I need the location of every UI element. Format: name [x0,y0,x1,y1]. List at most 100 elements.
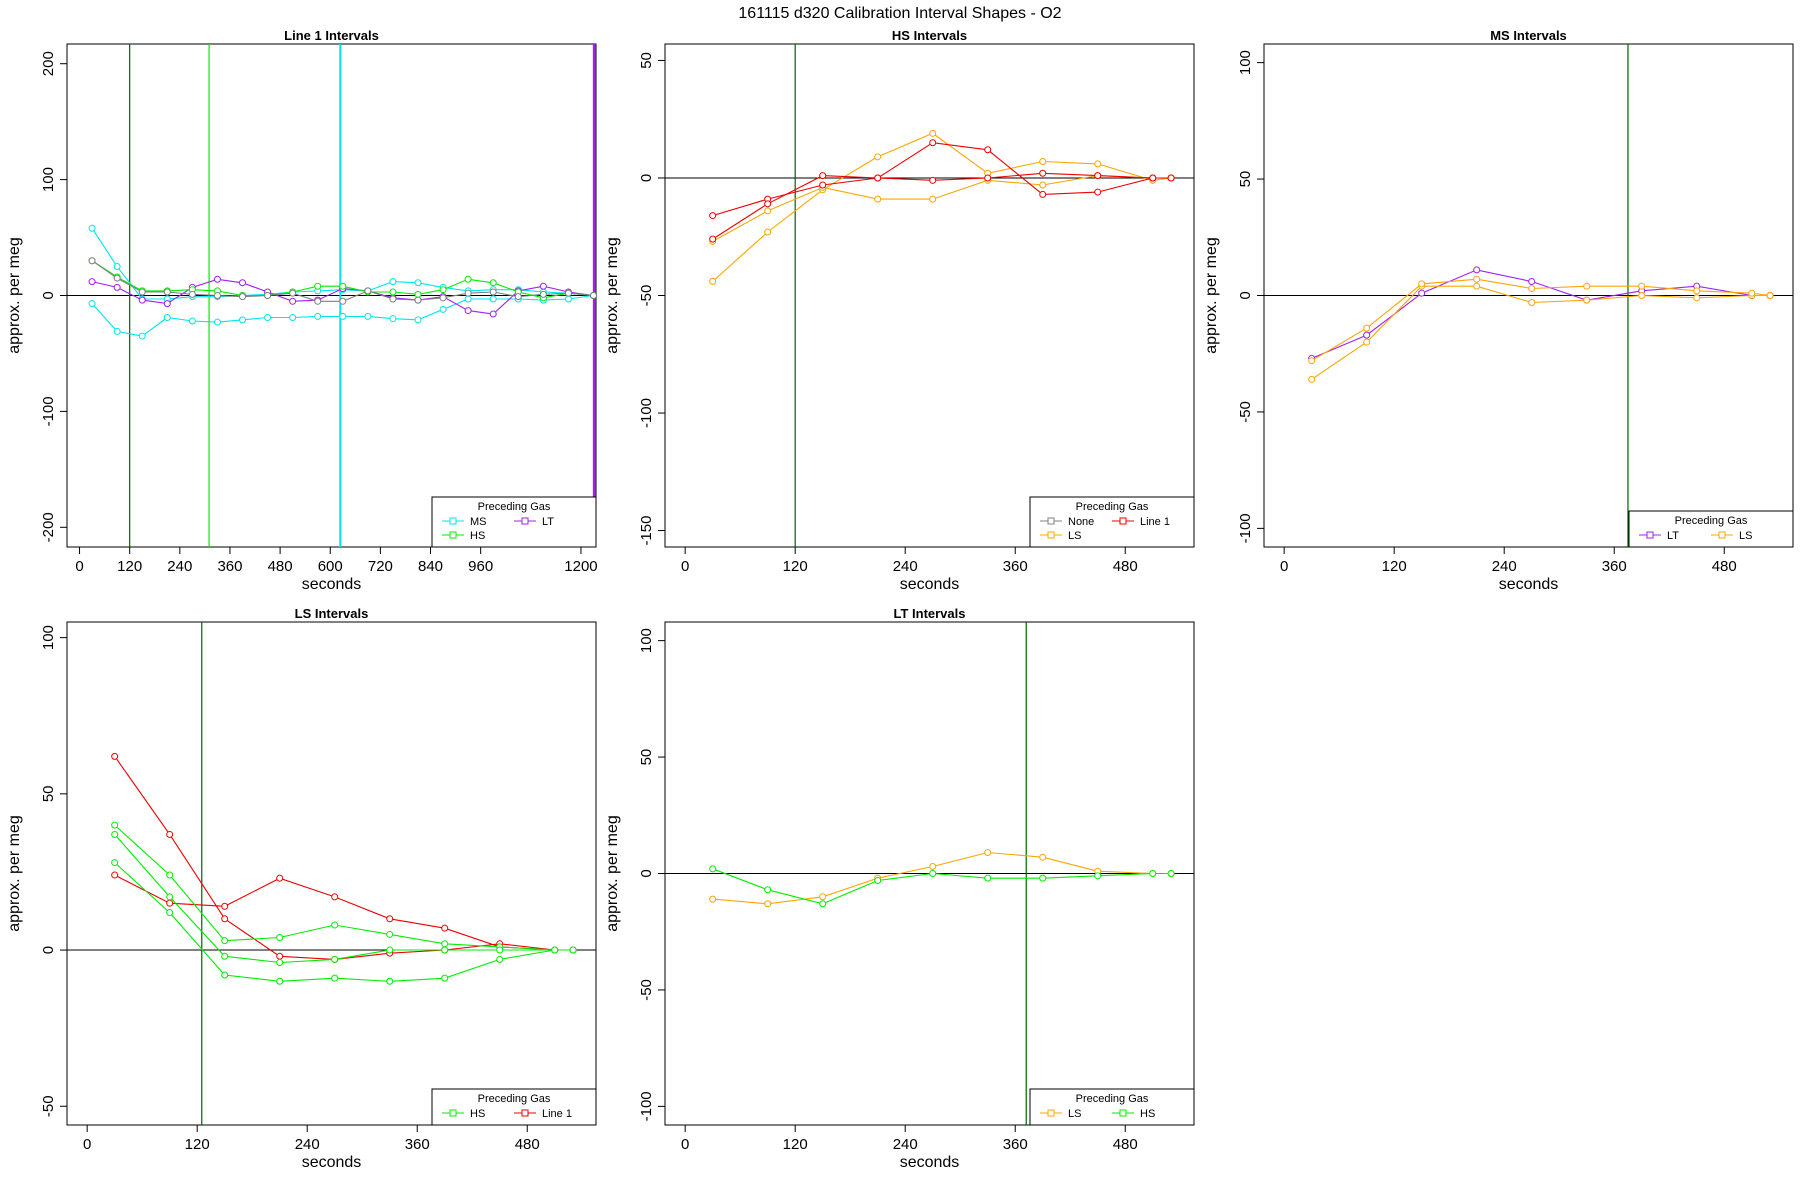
data-point [389,278,397,286]
data-point [464,289,472,297]
data-point [331,893,339,901]
data-point [166,899,174,907]
data-point [1039,158,1047,166]
series-line-ls [1311,278,1771,362]
data-point [1363,331,1371,339]
data-point [489,310,497,318]
data-point [984,174,992,182]
data-point [819,181,827,189]
data-point [111,830,119,838]
data-point [1094,160,1102,168]
data-point [441,946,449,954]
data-point [314,282,322,290]
legend-swatch-marker [1119,1109,1127,1117]
data-point [166,909,174,917]
panel-5: LT Intervals 0 120 240 360 480 -100 -50 0 50 100 se… [604,606,1195,1171]
data-point [138,332,146,340]
plot-area [665,44,1194,547]
data-point [314,312,322,320]
figure-title: 161115 d320 Calibration Interval Shapes … [738,5,1061,22]
data-point [1693,287,1701,295]
legend-swatch-marker [1047,517,1055,525]
data-point [213,318,221,326]
data-point [389,288,397,296]
data-point [489,288,497,296]
series-line-hs [114,824,574,951]
x-tick-label: 480 [1712,558,1737,575]
data-point [1094,188,1102,196]
legend-swatch-marker [449,531,457,539]
panel-title: Line 1 Intervals [284,28,379,43]
data-point [386,977,394,985]
data-point [1638,282,1646,290]
y-tick-label: -200 [40,512,57,542]
legend-title: Preceding Gas [478,501,551,513]
data-point [1473,266,1481,274]
data-point [874,153,882,161]
data-point [221,902,229,910]
x-tick-label: 360 [217,558,242,575]
data-point [389,315,397,323]
x-tick-label: 240 [167,558,192,575]
y-tick-label: -100 [1237,513,1254,543]
data-point [464,275,472,283]
x-tick-label: 120 [1382,558,1407,575]
x-tick-label: 840 [418,558,443,575]
data-point [238,316,246,324]
data-point [984,146,992,154]
data-point [551,946,559,954]
panel-3: MS Intervals 0 120 240 360 480 -100 -50 0 50 100 se… [1203,28,1794,593]
data-point [1693,294,1701,302]
data-point [1583,296,1591,304]
plot-area [67,622,596,1125]
series-line-line-1 [712,142,1172,217]
x-tick-label: 720 [368,558,393,575]
data-point [569,946,577,954]
data-point [111,859,119,867]
data-point [113,263,121,271]
panel-title: MS Intervals [1490,28,1567,43]
data-point [764,886,772,894]
data-point [276,952,284,960]
data-point [314,297,322,305]
data-point [138,288,146,296]
legend: Preceding Gas LS HS [1029,1088,1195,1126]
x-tick-label: 240 [893,558,918,575]
y-tick-label: 0 [40,291,57,299]
data-point [339,282,347,290]
data-point [489,295,497,303]
y-tick-label: 0 [40,946,57,954]
data-point [213,292,221,299]
y-tick-label: 200 [40,51,57,76]
y-tick-label: 50 [638,52,655,69]
data-point [764,900,772,908]
panel-title: LT Intervals [893,606,965,621]
data-point [709,865,717,873]
x-tick-label: 1200 [564,558,597,575]
data-point [1149,174,1157,182]
data-point [221,971,229,979]
data-point [1363,324,1371,332]
data-point [88,257,96,265]
data-point [276,874,284,882]
legend-swatch-marker [1047,1109,1055,1117]
data-point [1094,872,1102,880]
data-point [1638,292,1646,299]
data-point [1039,169,1047,177]
plot-frame [66,621,597,1126]
legend: Preceding Gas MS LT HS [431,496,597,548]
data-point [1748,289,1756,297]
y-tick-label: -100 [638,1091,655,1121]
legend-entry-label: None [1068,516,1094,528]
data-point [113,274,121,282]
y-tick-label: -50 [40,1095,57,1117]
series-line-ls [1311,285,1771,380]
y-tick-label: 0 [638,174,655,182]
legend-box [1029,1088,1195,1126]
legend-title: Preceding Gas [1076,501,1149,513]
data-point [414,279,422,287]
legend-entry-label: Line 1 [542,1108,572,1120]
legend-title: Preceding Gas [1675,515,1748,527]
data-point [1583,282,1591,290]
data-point [589,292,596,299]
